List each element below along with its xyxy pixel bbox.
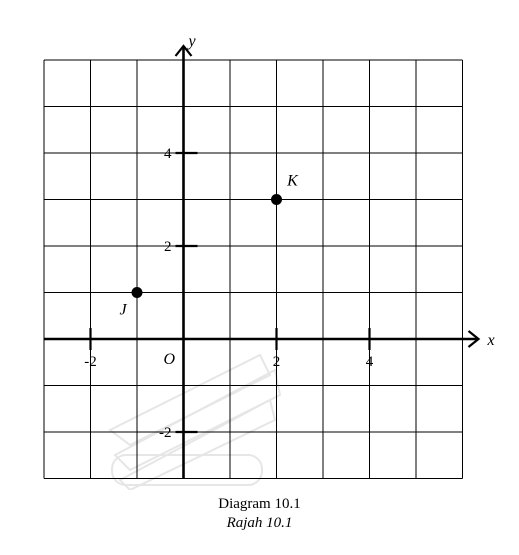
watermark-logo: [108, 353, 282, 492]
cartesian-plane: -2 2 442-2 JK x y O: [43, 33, 495, 492]
x-tick-label: 2: [273, 354, 281, 370]
origin-label: O: [164, 351, 176, 368]
grid-lines: [43, 59, 463, 479]
figure-caption: Diagram 10.1: [218, 496, 301, 512]
y-tick-label: 4: [164, 146, 172, 162]
x-tick-label: -2: [84, 354, 97, 370]
x-axis-label: x: [487, 332, 495, 349]
axis-ticks: -2 2 4 4 2 -2: [84, 146, 374, 441]
plotted-points: JK: [119, 173, 299, 319]
x-axis-arrow: [467, 330, 481, 348]
point-k: [271, 194, 282, 205]
point-label-j: J: [119, 302, 127, 319]
y-axis-label: y: [187, 33, 197, 50]
x-tick-label: 4: [366, 354, 374, 370]
figure-caption-translation: Rajah 10.1: [226, 515, 293, 531]
axes: [44, 44, 481, 479]
y-tick-label: 2: [164, 239, 172, 255]
point-label-k: K: [286, 173, 299, 190]
point-j: [131, 287, 143, 298]
y-axis-arrow: [174, 44, 193, 57]
y-tick-label: -2: [159, 425, 172, 441]
